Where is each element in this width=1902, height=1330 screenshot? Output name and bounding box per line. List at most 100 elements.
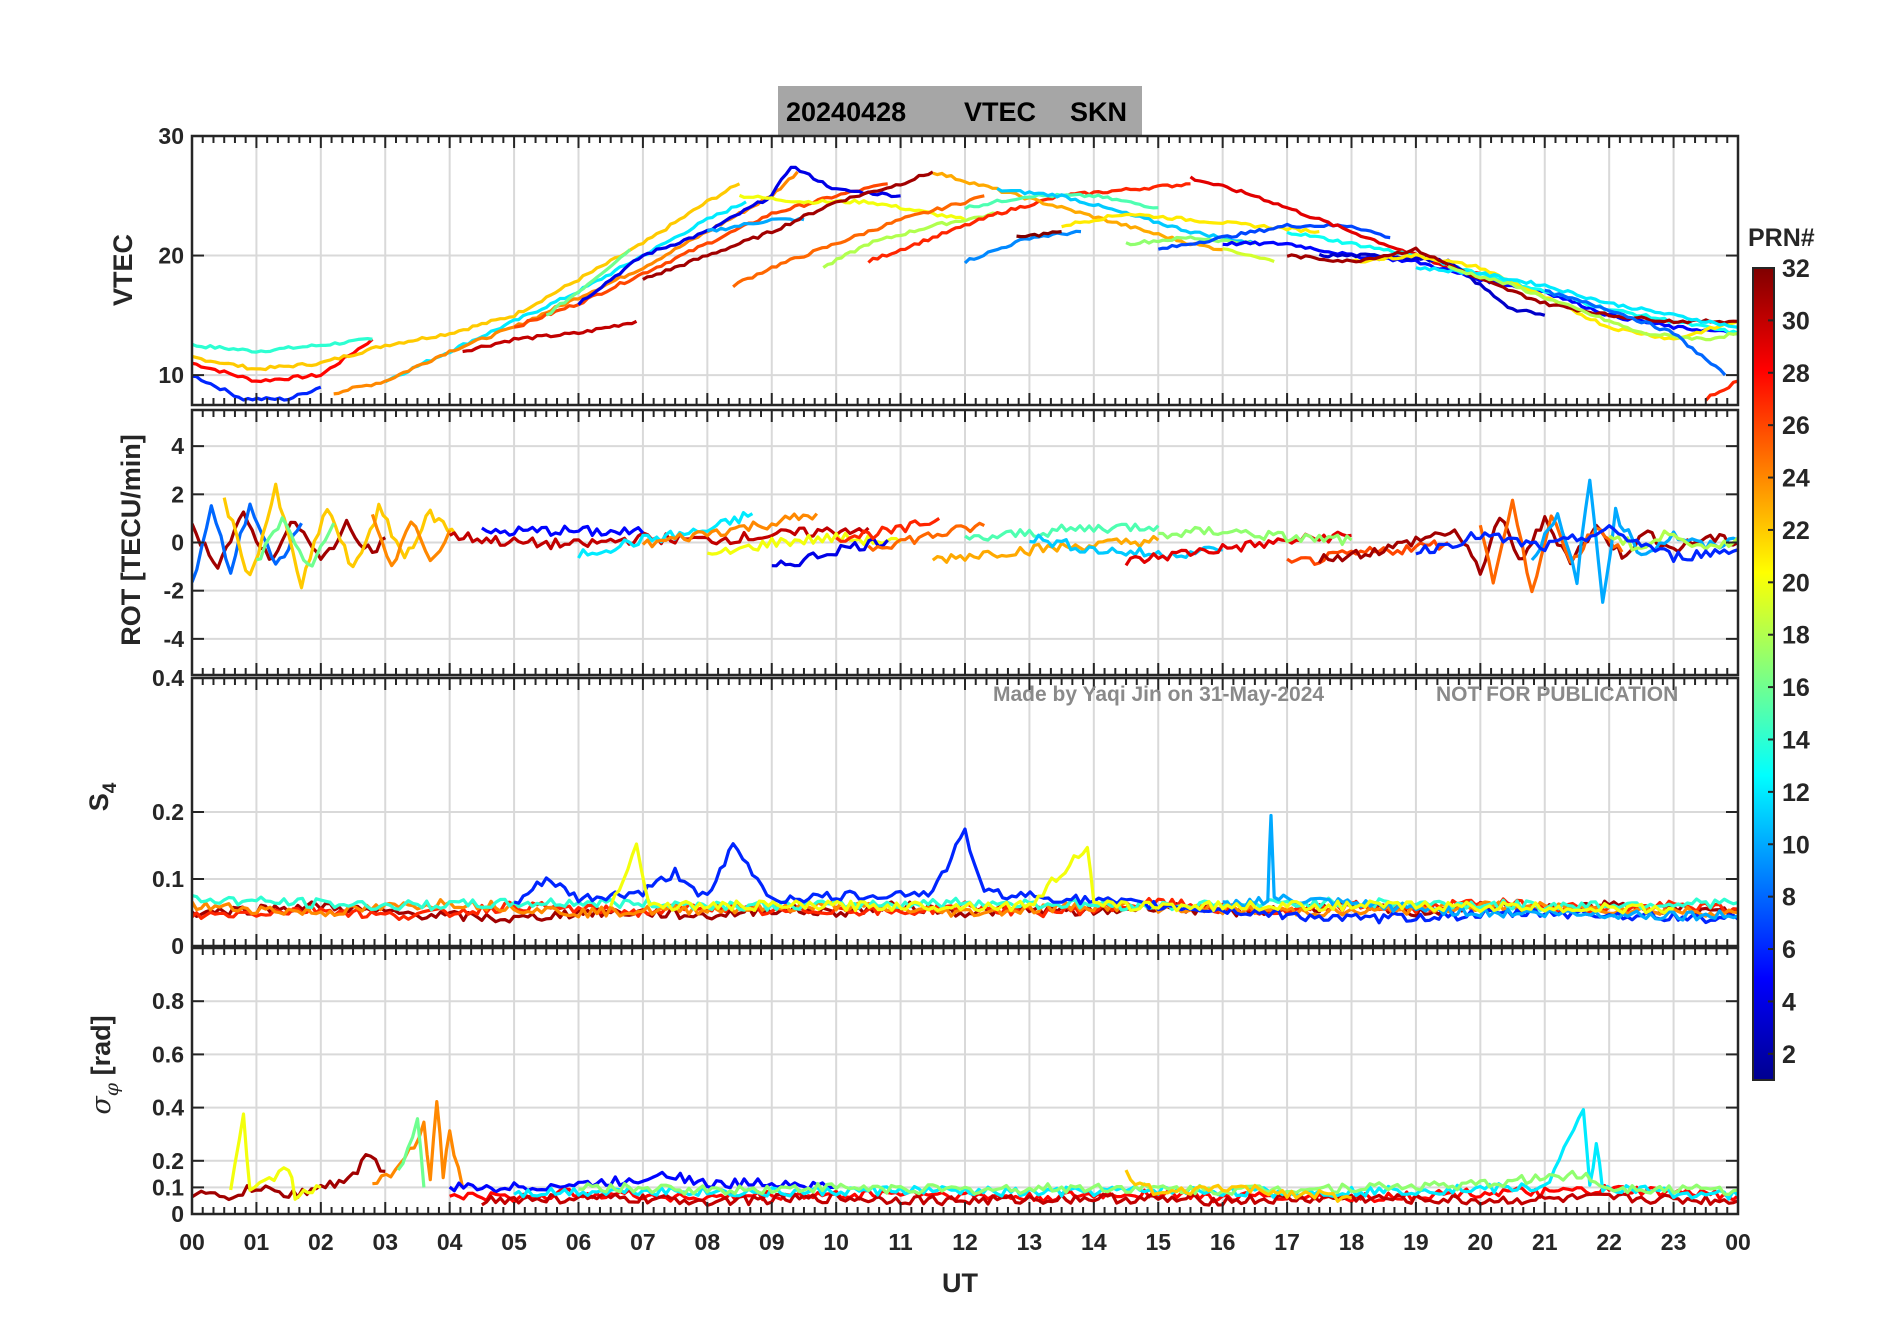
series-line-prn-6 <box>513 827 1738 925</box>
series-line-prn-7 <box>1157 222 1391 251</box>
colorbar-tick-label: 10 <box>1782 831 1810 859</box>
x-tick-label: 08 <box>695 1229 721 1255</box>
colorbar-tick-label: 2 <box>1782 1041 1796 1069</box>
x-tick-label: 14 <box>1081 1229 1107 1255</box>
series-line-prn-14 <box>192 893 1738 912</box>
series-line-prn-5 <box>448 1170 837 1194</box>
series-group <box>192 165 1738 402</box>
series-line-prn-25 <box>732 194 985 289</box>
series-line-prn-26 <box>1286 539 1449 567</box>
colorbar-label: PRN# <box>1748 224 1815 252</box>
series-line-prn-10 <box>706 216 805 233</box>
colorbar-tick-label: 32 <box>1782 255 1810 283</box>
x-tick-label: 21 <box>1532 1229 1558 1255</box>
y-tick-label: 0.4 <box>152 665 184 691</box>
y-axis-label-s4: S4 <box>84 782 121 811</box>
y-tick-label: -4 <box>164 626 185 652</box>
x-tick-label: 05 <box>501 1229 527 1255</box>
series-line-prn-11 <box>996 187 1256 246</box>
series-line-prn-23 <box>931 534 1160 564</box>
colorbar-gradient <box>1752 267 1775 1081</box>
x-tick-label: 06 <box>566 1229 592 1255</box>
series-line-prn-32 <box>1016 230 1062 239</box>
series-line-prn-16 <box>256 516 336 568</box>
x-tick-label: 18 <box>1339 1229 1365 1255</box>
series-line-prn-12 <box>513 1107 1738 1201</box>
series-line-prn-17 <box>578 1169 1738 1197</box>
colorbar-tick-label: 4 <box>1782 988 1796 1016</box>
series-line-prn-12 <box>1415 266 1738 329</box>
series-line-prn-22 <box>222 482 458 590</box>
y-tick-label: 4 <box>171 433 184 459</box>
colorbar-tick-label: 22 <box>1782 517 1810 545</box>
series-line-prn-14 <box>192 337 373 354</box>
series-line-prn-8 <box>1544 288 1727 377</box>
series-line-prn-9 <box>963 229 1082 265</box>
series-line-prn-31 <box>642 170 934 281</box>
title-station: SKN <box>1070 97 1127 127</box>
y-tick-label: 0.4 <box>152 1095 184 1121</box>
series-line-prn-17 <box>1158 525 1353 547</box>
y-tick-label: 0.2 <box>152 1148 184 1174</box>
x-tick-label: 04 <box>437 1229 463 1255</box>
y-axis-label-sigma_phi: σφ [rad] <box>86 1015 123 1114</box>
series-line-prn-20 <box>609 842 1674 915</box>
x-tick-label: 01 <box>244 1229 270 1255</box>
series-line-prn-22 <box>1124 1169 1352 1203</box>
series-line-prn-19 <box>1222 247 1275 263</box>
chart-title: 20240428 VTEC SKN <box>778 86 1142 135</box>
series-line-prn-24 <box>372 1099 465 1188</box>
watermark-author: Made by Yaqi Jin on 31-May-2024 <box>993 683 1324 706</box>
x-tick-label: 12 <box>952 1229 978 1255</box>
colorbar-tick-label: 30 <box>1782 307 1810 335</box>
y-tick-label: 0.2 <box>152 799 184 825</box>
colorbar-tick-label: 8 <box>1782 884 1796 912</box>
series-line-prn-8 <box>192 502 303 583</box>
x-tick-label: 10 <box>823 1229 849 1255</box>
series-line-prn-27 <box>867 182 1191 264</box>
series-group <box>192 813 1738 925</box>
y-tick-label: -2 <box>164 578 184 604</box>
series-line-prn-20 <box>706 531 902 556</box>
watermark-notice: NOT FOR PUBLICATION <box>1436 683 1678 706</box>
series-line-prn-27 <box>835 517 941 543</box>
y-tick-label: 10 <box>158 362 184 388</box>
y-label-part: S <box>84 793 114 811</box>
colorbar-tick-label: 6 <box>1782 936 1796 964</box>
x-tick-label: 22 <box>1596 1229 1622 1255</box>
series-line-prn-20 <box>229 1112 322 1201</box>
y-label-part: 4 <box>100 782 121 793</box>
series-line-prn-30 <box>462 319 638 354</box>
colorbar-tick-label: 26 <box>1782 412 1810 440</box>
x-axis: 00 01 02 03 04 05 06 07 08 09 10 11 12 13 14 15 16 17 18 19… <box>179 1229 1751 1255</box>
title-date: 20240428 <box>786 97 906 127</box>
panel-s4: 0 0.1 0.2 0.4 S4 <box>84 665 1740 959</box>
series-line-prn-22 <box>192 182 741 372</box>
colorbar-tick-label: 28 <box>1782 360 1810 388</box>
colorbar-tick-label: 16 <box>1782 674 1810 702</box>
y-tick-label: 0 <box>171 530 184 556</box>
x-axis-label: UT <box>942 1268 978 1298</box>
x-tick-label: 09 <box>759 1229 785 1255</box>
x-tick-label: 02 <box>308 1229 334 1255</box>
series-line-prn-24 <box>370 513 452 568</box>
series-line-prn-12 <box>577 510 754 559</box>
series-line-prn-20 <box>738 193 966 222</box>
y-tick-label: 2 <box>171 481 184 507</box>
y-tick-label: 0.1 <box>152 1174 184 1200</box>
colorbar-tick-label: 24 <box>1782 465 1810 493</box>
title-box <box>778 86 1142 135</box>
title-quantity: VTEC <box>964 97 1036 127</box>
series-line-prn-16 <box>396 1117 426 1188</box>
x-tick-label: 16 <box>1210 1229 1236 1255</box>
y-tick-label: 0.6 <box>152 1041 184 1067</box>
series-line-prn-4 <box>771 537 889 568</box>
series-line-prn-18 <box>822 211 998 269</box>
x-tick-label: 03 <box>372 1229 398 1255</box>
series-line-prn-5 <box>481 524 645 538</box>
colorbar-tick-label: 20 <box>1782 569 1810 597</box>
series-line-prn-18 <box>1447 264 1738 342</box>
x-tick-label: 00 <box>1725 1229 1751 1255</box>
y-tick-label: 0 <box>171 933 184 959</box>
y-tick-label: 0.8 <box>152 988 184 1014</box>
